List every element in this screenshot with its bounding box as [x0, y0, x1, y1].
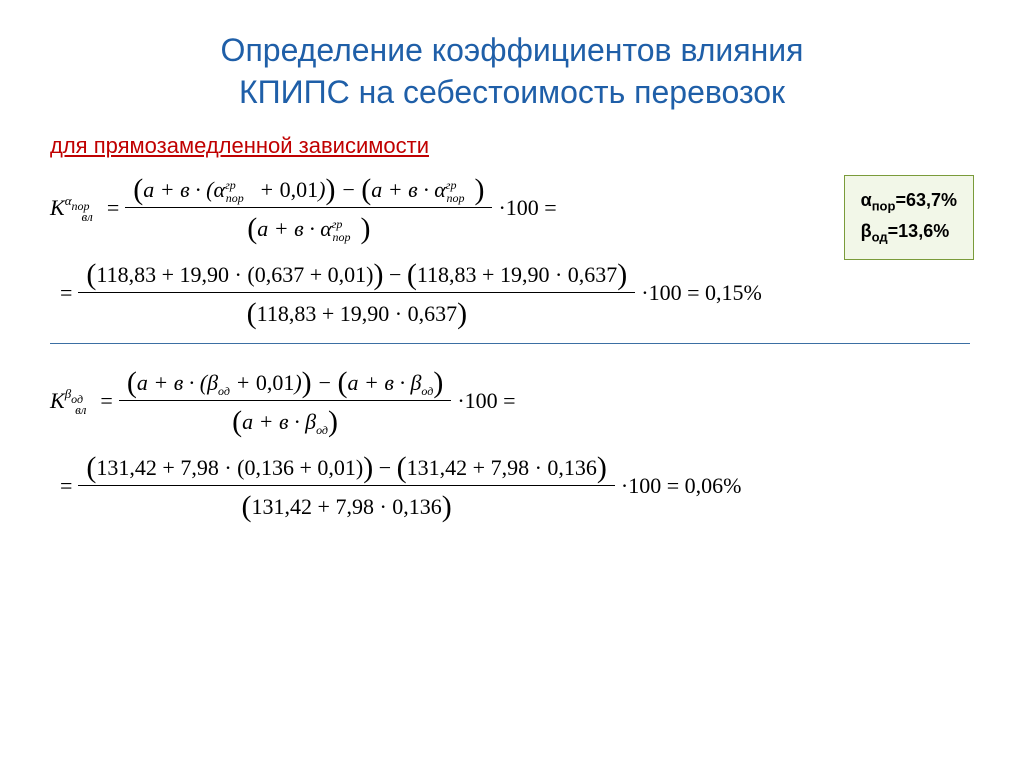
result-1: ·100 = 0,15%	[641, 280, 762, 306]
fraction-2: (а + в · (βод + 0,01)) − (а + в · βод) (…	[119, 362, 452, 439]
alpha-param: αпор=63,7%	[861, 186, 957, 217]
k-symbol-2: Kβодвл	[50, 388, 94, 414]
equation-2: Kβодвл = (а + в · (βод + 0,01)) − (а + в…	[50, 362, 984, 524]
slide-title: Определение коэффициентов влияния КПИПС …	[40, 30, 984, 113]
divider	[50, 343, 970, 344]
k-symbol: Kαпорвл	[50, 195, 101, 221]
beta-param: βод=13,6%	[861, 217, 957, 248]
result-2: ·100 = 0,06%	[621, 473, 742, 499]
subtitle: для прямозамедленной зависимости	[50, 133, 984, 159]
title-line-1: Определение коэффициентов влияния	[221, 32, 804, 68]
parameters-box: αпор=63,7% βод=13,6%	[844, 175, 974, 260]
fraction-1-numeric: (118,83 + 19,90 · (0,637 + 0,01)) − (118…	[78, 254, 635, 331]
fraction-1: (а + в · (αгрпор + 0,01)) − (а + в · αгр…	[125, 169, 492, 246]
title-line-2: КПИПС на себестоимость перевозок	[239, 74, 785, 110]
fraction-2-numeric: (131,42 + 7,98 · (0,136 + 0,01)) − (131,…	[78, 447, 615, 524]
